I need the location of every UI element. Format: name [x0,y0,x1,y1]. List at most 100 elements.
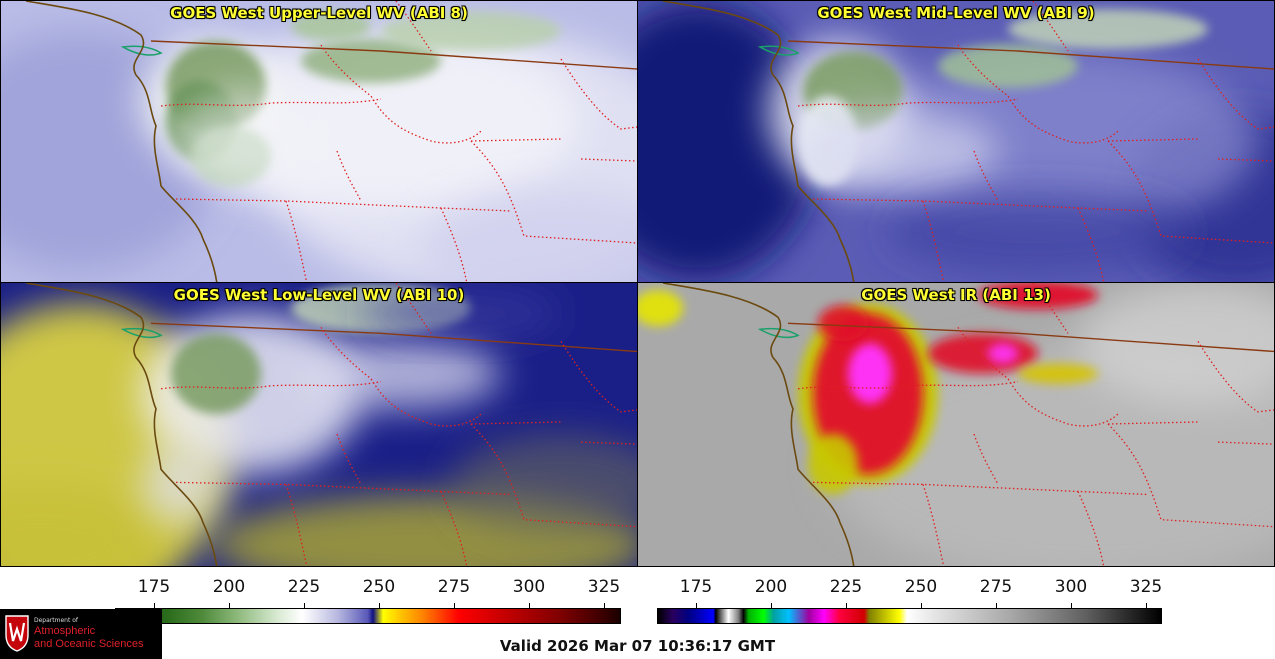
panel-infrared: GOES West IR (ABI 13) [637,282,1275,567]
wv-tick-label: 225 [287,577,321,597]
state-border [1197,341,1274,413]
state-border [470,421,562,425]
ir-very-cold-cloud [818,305,868,342]
wv-tick-mark [229,603,230,608]
state-border [922,484,945,566]
wv-tick-label: 200 [212,577,246,597]
state-border [320,44,482,144]
wv-tick-label: 175 [137,577,171,597]
state-border [797,98,1019,107]
wv-tick-mark [529,603,530,608]
ir-tick-mark [846,603,847,608]
state-border [285,200,308,282]
state-border [1032,1,1069,52]
state-border [470,138,562,142]
map-overlay [662,1,1274,282]
state-border [812,198,1149,212]
warm-surface-region [1,484,161,566]
ir-tick-label: 275 [979,577,1013,597]
waterbody-outline [757,327,800,339]
moist-air-region [858,51,1258,231]
ir-tick-mark [696,603,697,608]
wv-tick-mark [304,603,305,608]
panel-low-level-wv: GOES West Low-Level WV (ABI 10) [0,282,638,567]
state-border [812,481,1149,496]
state-border [395,283,432,334]
cloud-cold-top [171,333,261,414]
satellite-image-mid [638,1,1274,282]
valid-time-label: Valid 2026 Mar 07 10:36:17 GMT [499,637,776,655]
water-vapor-colorbar [115,608,621,624]
coastline [25,1,218,282]
panel-title-low-level-wv: GOES West Low-Level WV (ABI 10) [173,286,465,304]
ir-tick-label: 175 [679,577,713,597]
panel-title-infrared: GOES West IR (ABI 13) [861,286,1051,304]
ir-very-cold-cloud [978,283,1098,310]
state-border [560,58,637,130]
moist-air-region [361,288,561,339]
cloud-bright [301,338,501,409]
cloud-cold-top [381,11,561,51]
state-border [160,381,382,390]
cloud-cold-top [938,44,1078,88]
ir-tick-label: 200 [754,577,788,597]
university-crest-icon [5,615,29,652]
ir-tick-mark [1146,603,1147,608]
panel-title-upper-level-wv: GOES West Upper-Level WV (ABI 8) [170,4,468,22]
imagery-layer [638,283,1274,566]
national-border [787,40,1274,70]
ir-cool-region [1078,283,1274,404]
state-border [957,326,1119,427]
ir-coldest-top [848,343,892,404]
imagery-layer [638,1,1274,282]
infrared-colorbar [657,608,1162,624]
ir-coldest-top [988,343,1018,364]
wv-tick-mark [379,603,380,608]
satellite-image-upper [1,1,637,282]
state-border [175,198,512,212]
state-border [1217,158,1274,162]
state-border [160,98,382,107]
logo-oceanic-text: and Oceanic Sciences [34,638,144,650]
dry-air-region [888,191,1188,271]
national-border [150,40,637,70]
panel-upper-level-wv: GOES West Upper-Level WV (ABI 8) [0,0,638,283]
state-border [973,150,999,202]
state-border [336,433,362,485]
state-border [580,441,637,445]
ir-very-cold-cloud [928,333,1038,374]
national-border [787,322,1274,353]
coastline [662,283,855,566]
cloud-cold-top [301,39,441,83]
state-border [797,381,1019,390]
state-border [336,150,362,202]
cloud-cold-top [1008,9,1208,49]
ir-cold-cloud [808,434,858,495]
waterbody-outline [120,327,163,339]
state-border [922,200,945,282]
state-border [1217,441,1274,445]
cloud-cold-top [291,11,371,41]
map-overlay [662,283,1274,566]
ir-cold-cloud [1018,363,1098,384]
coastline [25,283,218,566]
ir-tick-mark [996,603,997,608]
imagery-layer [1,1,637,282]
cloud-bright [798,111,998,191]
satellite-image-low [1,283,637,566]
state-border [957,44,1119,144]
ir-tick-mark [921,603,922,608]
waterbody-outline [757,45,800,56]
university-logo: Department of Atmospheric and Oceanic Sc… [0,609,162,659]
imagery-layer [1,283,637,566]
ir-tick-mark [1071,603,1072,608]
wv-tick-mark [604,603,605,608]
state-border [580,158,637,162]
ir-tick-label: 250 [904,577,938,597]
dry-air-region [638,1,818,281]
wv-tick-mark [454,603,455,608]
panel-title-mid-level-wv: GOES West Mid-Level WV (ABI 9) [817,4,1095,22]
wv-tick-label: 300 [512,577,546,597]
ir-tick-label: 325 [1129,577,1163,597]
